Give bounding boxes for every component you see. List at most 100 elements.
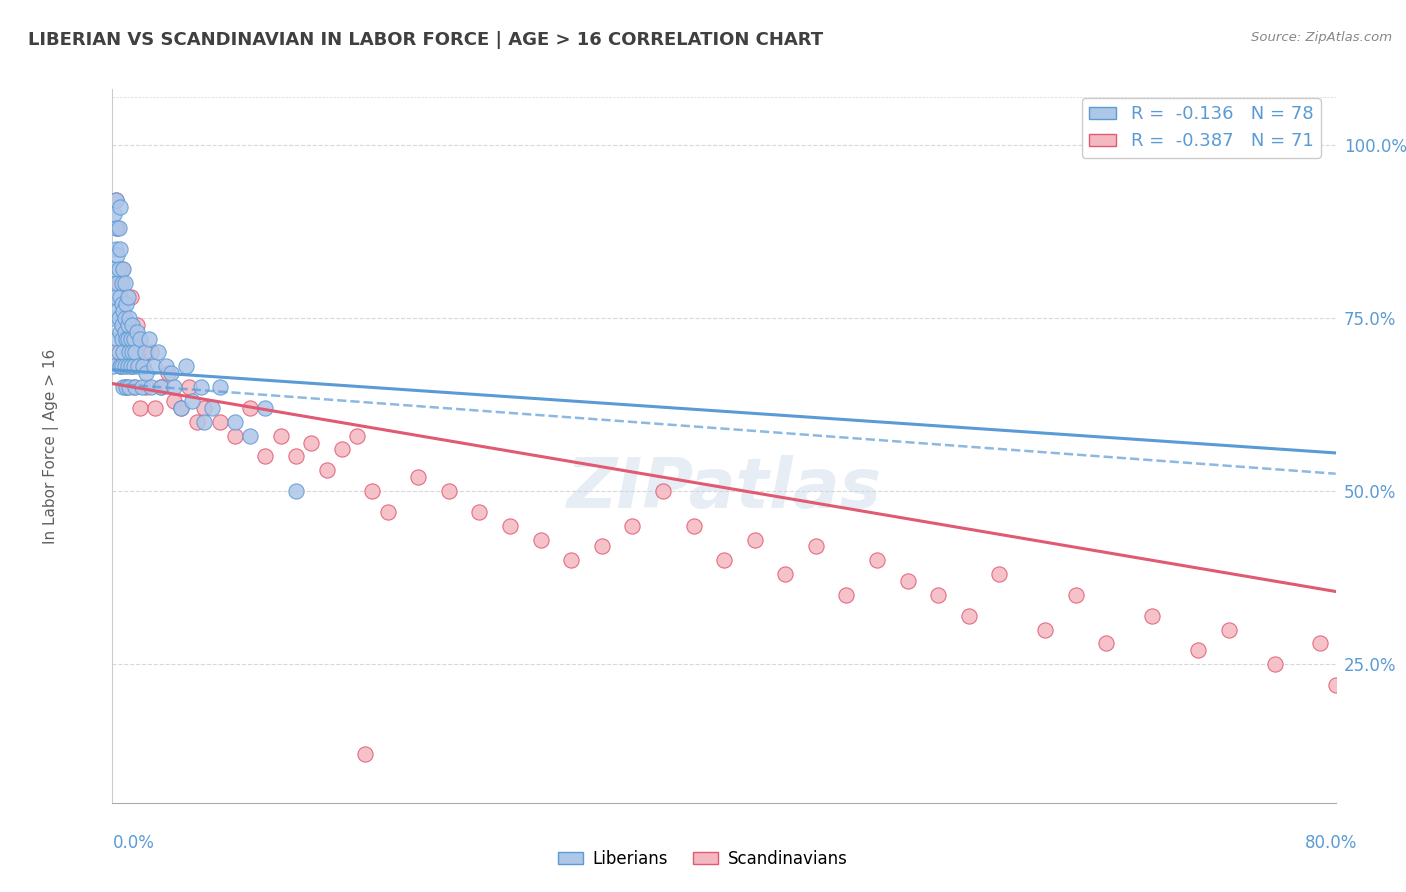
Point bbox=[134, 345, 156, 359]
Point bbox=[103, 262, 125, 277]
Point bbox=[105, 276, 128, 290]
Point bbox=[408, 470, 430, 484]
Point bbox=[957, 608, 980, 623]
Point bbox=[108, 359, 131, 374]
Point bbox=[201, 401, 224, 415]
Point bbox=[103, 359, 125, 374]
Point bbox=[107, 310, 129, 325]
Point bbox=[1142, 608, 1164, 623]
Point bbox=[117, 318, 139, 332]
Point bbox=[114, 276, 136, 290]
Point bbox=[224, 428, 246, 442]
Point bbox=[139, 345, 162, 359]
Point bbox=[117, 290, 139, 304]
Point bbox=[150, 380, 173, 394]
Point bbox=[284, 450, 308, 464]
Point bbox=[138, 332, 160, 346]
Point bbox=[193, 415, 215, 429]
Point bbox=[897, 574, 920, 588]
Point bbox=[114, 359, 136, 374]
Point bbox=[713, 553, 735, 567]
Point bbox=[122, 332, 145, 346]
Point bbox=[1309, 636, 1331, 650]
Point bbox=[621, 518, 644, 533]
Point bbox=[270, 428, 292, 442]
Point bbox=[127, 345, 149, 359]
Point bbox=[927, 588, 949, 602]
Point bbox=[1324, 678, 1347, 692]
Point bbox=[112, 345, 135, 359]
Point bbox=[105, 248, 128, 262]
Point bbox=[118, 380, 141, 394]
Point bbox=[988, 567, 1011, 582]
Point bbox=[125, 325, 148, 339]
Text: In Labor Force | Age > 16: In Labor Force | Age > 16 bbox=[44, 349, 59, 543]
Point bbox=[114, 310, 136, 325]
Point bbox=[115, 380, 138, 394]
Point bbox=[254, 401, 277, 415]
Point bbox=[163, 380, 186, 394]
Point bbox=[114, 325, 136, 339]
Point bbox=[591, 540, 613, 554]
Point bbox=[115, 380, 138, 394]
Point bbox=[135, 380, 157, 394]
Point bbox=[159, 366, 181, 380]
Point bbox=[170, 401, 193, 415]
Point bbox=[181, 394, 204, 409]
Point bbox=[108, 325, 131, 339]
Point bbox=[104, 242, 127, 256]
Point bbox=[125, 318, 148, 332]
Point bbox=[111, 297, 134, 311]
Point bbox=[177, 380, 200, 394]
Point bbox=[163, 394, 186, 409]
Point bbox=[112, 304, 135, 318]
Point bbox=[1264, 657, 1286, 672]
Point bbox=[530, 533, 553, 547]
Point bbox=[652, 483, 675, 498]
Point bbox=[111, 318, 134, 332]
Point bbox=[111, 359, 134, 374]
Point bbox=[114, 332, 136, 346]
Point bbox=[135, 366, 157, 380]
Point bbox=[127, 359, 149, 374]
Point bbox=[107, 262, 129, 277]
Point bbox=[155, 359, 177, 374]
Point bbox=[132, 359, 155, 374]
Point bbox=[108, 200, 131, 214]
Point bbox=[804, 540, 827, 554]
Point bbox=[111, 276, 134, 290]
Point bbox=[112, 380, 135, 394]
Point bbox=[111, 332, 134, 346]
Text: Source: ZipAtlas.com: Source: ZipAtlas.com bbox=[1251, 31, 1392, 45]
Point bbox=[208, 415, 231, 429]
Point bbox=[775, 567, 797, 582]
Point bbox=[121, 318, 143, 332]
Point bbox=[1187, 643, 1209, 657]
Point bbox=[744, 533, 766, 547]
Point bbox=[105, 304, 128, 318]
Point bbox=[129, 332, 152, 346]
Point bbox=[170, 401, 193, 415]
Point bbox=[115, 297, 138, 311]
Point bbox=[115, 332, 138, 346]
Point bbox=[193, 401, 215, 415]
Point bbox=[1218, 623, 1240, 637]
Point bbox=[208, 380, 231, 394]
Point bbox=[103, 207, 125, 221]
Point bbox=[239, 401, 262, 415]
Point bbox=[108, 242, 131, 256]
Point bbox=[121, 359, 143, 374]
Point bbox=[437, 483, 460, 498]
Point bbox=[560, 553, 582, 567]
Point bbox=[142, 359, 165, 374]
Point bbox=[143, 401, 166, 415]
Point bbox=[105, 220, 128, 235]
Point bbox=[103, 345, 125, 359]
Point bbox=[150, 380, 173, 394]
Legend: Liberians, Scandinavians: Liberians, Scandinavians bbox=[551, 844, 855, 875]
Point bbox=[1064, 588, 1087, 602]
Point bbox=[190, 380, 212, 394]
Point bbox=[112, 310, 135, 325]
Point bbox=[122, 359, 145, 374]
Point bbox=[107, 345, 129, 359]
